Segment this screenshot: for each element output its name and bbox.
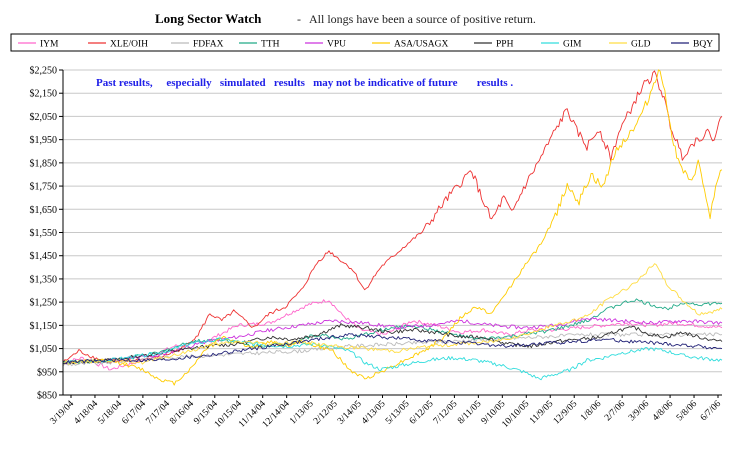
legend-label: PPH xyxy=(496,40,514,50)
series-line-pph xyxy=(62,323,723,365)
y-tick-label: $1,950 xyxy=(30,135,58,146)
y-axis-ticks: $850 $950 $1,050 $1,150 $1,250 $1,350 $1,450 $1… xyxy=(30,66,63,402)
y-tick-label: $1,850 xyxy=(30,158,58,169)
x-axis-ticks: 3/19/044/18/045/18/046/17/047/17/048/16/… xyxy=(49,395,723,430)
x-tick-label: 5/18/04 xyxy=(96,399,124,427)
x-tick-label: 11/9/05 xyxy=(528,399,556,427)
x-tick-label: 7/17/04 xyxy=(144,399,172,427)
legend-label: ASA/USAGX xyxy=(394,40,449,50)
legend-label: XLE/OIH xyxy=(110,40,148,50)
legend-label: TTH xyxy=(261,40,280,50)
x-tick-label: 3/9/06 xyxy=(627,399,651,423)
legend: IYM XLE/OIH FDFAX TTH VPU ASA/USAGX PPH GIM GLD B… xyxy=(18,40,713,50)
y-tick-label: $1,150 xyxy=(30,321,58,332)
series-line-bqy xyxy=(62,333,723,365)
x-tick-label: 4/13/05 xyxy=(360,399,388,427)
chart-subtitle: All longs have been a source of positive… xyxy=(309,12,536,26)
legend-box xyxy=(10,33,720,52)
x-tick-label: 5/8/06 xyxy=(675,399,699,423)
y-tick-label: $850 xyxy=(37,391,57,402)
series-line-fdfax xyxy=(62,332,723,367)
x-tick-label: 10/10/05 xyxy=(500,399,531,430)
series-line-gim xyxy=(62,337,723,381)
legend-label: FDFAX xyxy=(193,40,224,50)
grid-lines xyxy=(63,69,722,373)
x-tick-label: 2/7/06 xyxy=(603,399,627,423)
x-tick-label: 1/8/06 xyxy=(579,399,603,423)
chart-subtitle-separator: - xyxy=(297,12,301,26)
x-tick-label: 3/19/04 xyxy=(49,399,77,427)
x-tick-label: 12/9/05 xyxy=(552,399,580,427)
x-tick-label: 1/13/05 xyxy=(288,399,316,427)
x-tick-label: 6/7/06 xyxy=(699,399,723,423)
x-tick-label: 5/13/05 xyxy=(384,399,412,427)
x-tick-label: 8/16/04 xyxy=(168,399,196,427)
y-tick-label: $2,150 xyxy=(30,89,58,100)
legend-label: GLD xyxy=(631,40,651,50)
y-tick-label: $1,450 xyxy=(30,251,58,262)
chart-title: Long Sector Watch xyxy=(155,11,262,26)
y-tick-label: $950 xyxy=(37,367,57,378)
x-tick-label: 4/18/04 xyxy=(72,399,100,427)
x-tick-label: 4/8/06 xyxy=(651,399,675,423)
y-tick-label: $1,650 xyxy=(30,205,58,216)
x-tick-label: 6/12/05 xyxy=(408,399,436,427)
y-tick-label: $2,050 xyxy=(30,112,58,123)
y-tick-label: $1,750 xyxy=(30,182,58,193)
x-tick-label: 7/12/05 xyxy=(432,399,460,427)
legend-label: GIM xyxy=(563,40,582,50)
series-line-asa-usagx xyxy=(62,69,723,386)
series-lines xyxy=(62,69,723,386)
y-tick-label: $1,550 xyxy=(30,228,58,239)
y-tick-label: $1,350 xyxy=(30,274,58,285)
legend-label: BQY xyxy=(693,40,713,50)
series-line-gld xyxy=(62,263,723,365)
x-tick-label: 2/12/05 xyxy=(312,399,340,427)
series-line-xle-oih xyxy=(62,70,723,364)
x-tick-label: 8/11/05 xyxy=(456,399,484,427)
legend-label: IYM xyxy=(40,40,59,50)
y-tick-label: $1,250 xyxy=(30,298,58,309)
legend-label: VPU xyxy=(327,40,346,50)
x-tick-label: 12/14/04 xyxy=(261,399,292,430)
x-tick-label: 6/17/04 xyxy=(120,399,148,427)
series-line-vpu xyxy=(62,317,723,365)
y-tick-label: $2,250 xyxy=(30,66,58,77)
y-tick-label: $1,050 xyxy=(30,344,58,355)
disclaimer-note: Past results, especially simulated resul… xyxy=(96,77,513,89)
x-tick-label: 3/14/05 xyxy=(336,399,364,427)
